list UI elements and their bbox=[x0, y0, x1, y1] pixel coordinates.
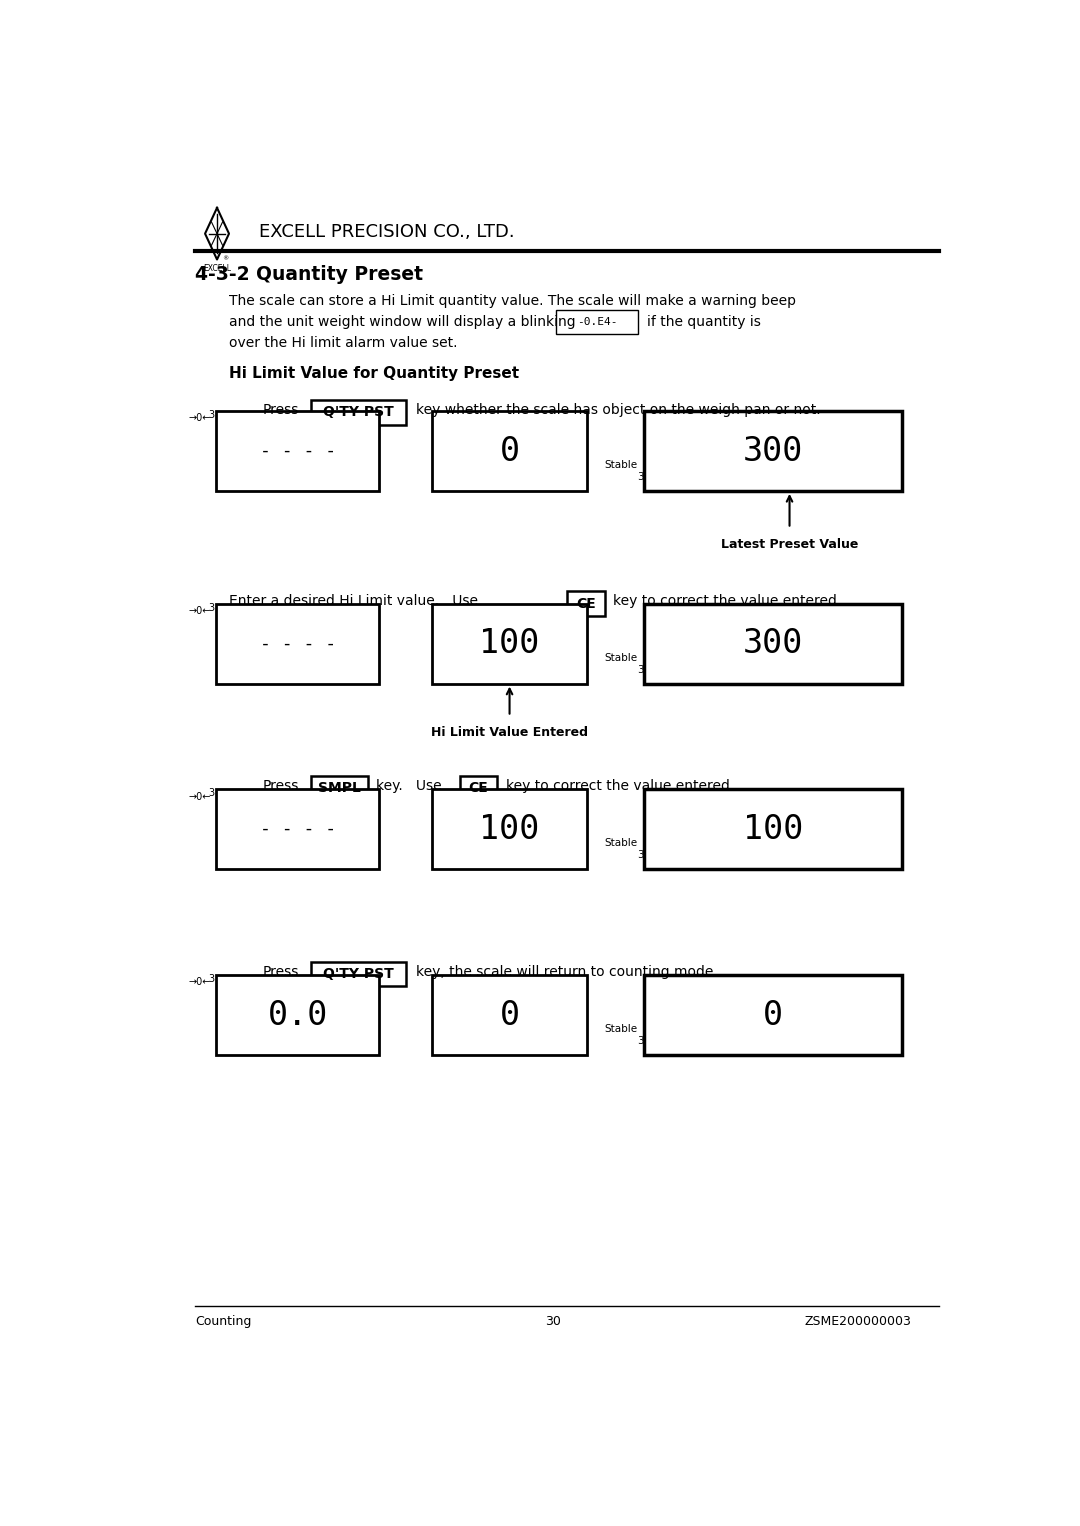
Text: and the unit weight window will display a blinking: and the unit weight window will display … bbox=[229, 314, 576, 328]
Bar bbox=[216, 410, 379, 491]
Text: CE: CE bbox=[469, 781, 488, 795]
Text: Press: Press bbox=[262, 778, 298, 794]
Text: - - - -: - - - - bbox=[259, 821, 336, 838]
Text: →0←: →0← bbox=[189, 978, 211, 987]
Text: - - - -: - - - - bbox=[259, 443, 336, 459]
Text: 300: 300 bbox=[743, 435, 804, 467]
Text: if the quantity is: if the quantity is bbox=[647, 314, 761, 328]
Text: EXCELL PRECISION CO., LTD.: EXCELL PRECISION CO., LTD. bbox=[259, 223, 514, 241]
Text: Counting: Counting bbox=[195, 1315, 252, 1328]
Text: EXCELL: EXCELL bbox=[203, 264, 231, 273]
Text: 0: 0 bbox=[499, 998, 519, 1032]
Text: 0.0: 0.0 bbox=[268, 998, 328, 1032]
Text: 0: 0 bbox=[499, 435, 519, 467]
Bar bbox=[216, 789, 379, 870]
Bar bbox=[460, 775, 498, 801]
Bar bbox=[644, 604, 902, 684]
Text: 4-3-2 Quantity Preset: 4-3-2 Quantity Preset bbox=[195, 266, 423, 284]
Bar bbox=[644, 410, 902, 491]
Bar bbox=[216, 975, 379, 1054]
Bar bbox=[644, 975, 902, 1054]
Text: The scale can store a Hi Limit quantity value. The scale will make a warning bee: The scale can store a Hi Limit quantity … bbox=[229, 293, 796, 308]
Text: Stable: Stable bbox=[604, 461, 637, 470]
Text: Press: Press bbox=[262, 403, 298, 417]
Text: 30: 30 bbox=[545, 1315, 562, 1328]
Text: ZSME200000003: ZSME200000003 bbox=[805, 1315, 912, 1328]
Text: key.   Use: key. Use bbox=[376, 778, 442, 794]
Text: 3: 3 bbox=[637, 1036, 644, 1045]
Bar bbox=[311, 775, 367, 801]
Text: 0: 0 bbox=[762, 998, 783, 1032]
Text: 100: 100 bbox=[480, 627, 540, 661]
Text: Q'TY PST: Q'TY PST bbox=[323, 406, 394, 420]
Text: Q'TY PST: Q'TY PST bbox=[323, 967, 394, 981]
Bar bbox=[216, 604, 379, 684]
Text: 3: 3 bbox=[208, 974, 215, 984]
Text: 100: 100 bbox=[743, 813, 804, 845]
Text: Stable: Stable bbox=[604, 1024, 637, 1035]
Text: Hi Limit Value for Quantity Preset: Hi Limit Value for Quantity Preset bbox=[229, 366, 518, 382]
Text: over the Hi limit alarm value set.: over the Hi limit alarm value set. bbox=[229, 336, 457, 349]
Text: key to correct the value entered.: key to correct the value entered. bbox=[613, 594, 841, 609]
Bar bbox=[432, 789, 588, 870]
Bar bbox=[644, 789, 902, 870]
Bar bbox=[567, 592, 605, 617]
Text: 3: 3 bbox=[637, 665, 644, 674]
Text: 3: 3 bbox=[208, 410, 215, 420]
Bar bbox=[432, 604, 588, 684]
Text: Latest Preset Value: Latest Preset Value bbox=[720, 539, 859, 551]
Text: →0←: →0← bbox=[189, 606, 211, 617]
Text: →0←: →0← bbox=[189, 414, 211, 423]
Text: ®: ® bbox=[222, 256, 228, 261]
Bar bbox=[432, 975, 588, 1054]
Text: Stable: Stable bbox=[604, 838, 637, 848]
Bar bbox=[311, 961, 406, 986]
Text: key whether the scale has object on the weigh pan or not.: key whether the scale has object on the … bbox=[416, 403, 821, 417]
Text: 3: 3 bbox=[637, 472, 644, 482]
Bar bbox=[556, 310, 638, 334]
Text: Hi Limit Value Entered: Hi Limit Value Entered bbox=[431, 726, 588, 739]
Text: - - - -: - - - - bbox=[259, 635, 336, 653]
Text: Press: Press bbox=[262, 964, 298, 978]
Text: 3: 3 bbox=[208, 789, 215, 798]
Text: →0←: →0← bbox=[189, 792, 211, 801]
Text: 3: 3 bbox=[208, 603, 215, 612]
Text: -0.E4-: -0.E4- bbox=[577, 317, 618, 327]
Bar bbox=[432, 410, 588, 491]
Text: Enter a desired Hi Limit value.   Use: Enter a desired Hi Limit value. Use bbox=[229, 594, 477, 609]
Bar bbox=[311, 400, 406, 424]
Text: key, the scale will return to counting mode.: key, the scale will return to counting m… bbox=[416, 964, 718, 978]
Text: CE: CE bbox=[576, 597, 595, 610]
Text: Stable: Stable bbox=[604, 653, 637, 662]
Text: 3: 3 bbox=[637, 850, 644, 861]
Text: SMPL: SMPL bbox=[318, 781, 361, 795]
Text: 300: 300 bbox=[743, 627, 804, 661]
Text: 100: 100 bbox=[480, 813, 540, 845]
Text: key to correct the value entered.: key to correct the value entered. bbox=[505, 778, 734, 794]
